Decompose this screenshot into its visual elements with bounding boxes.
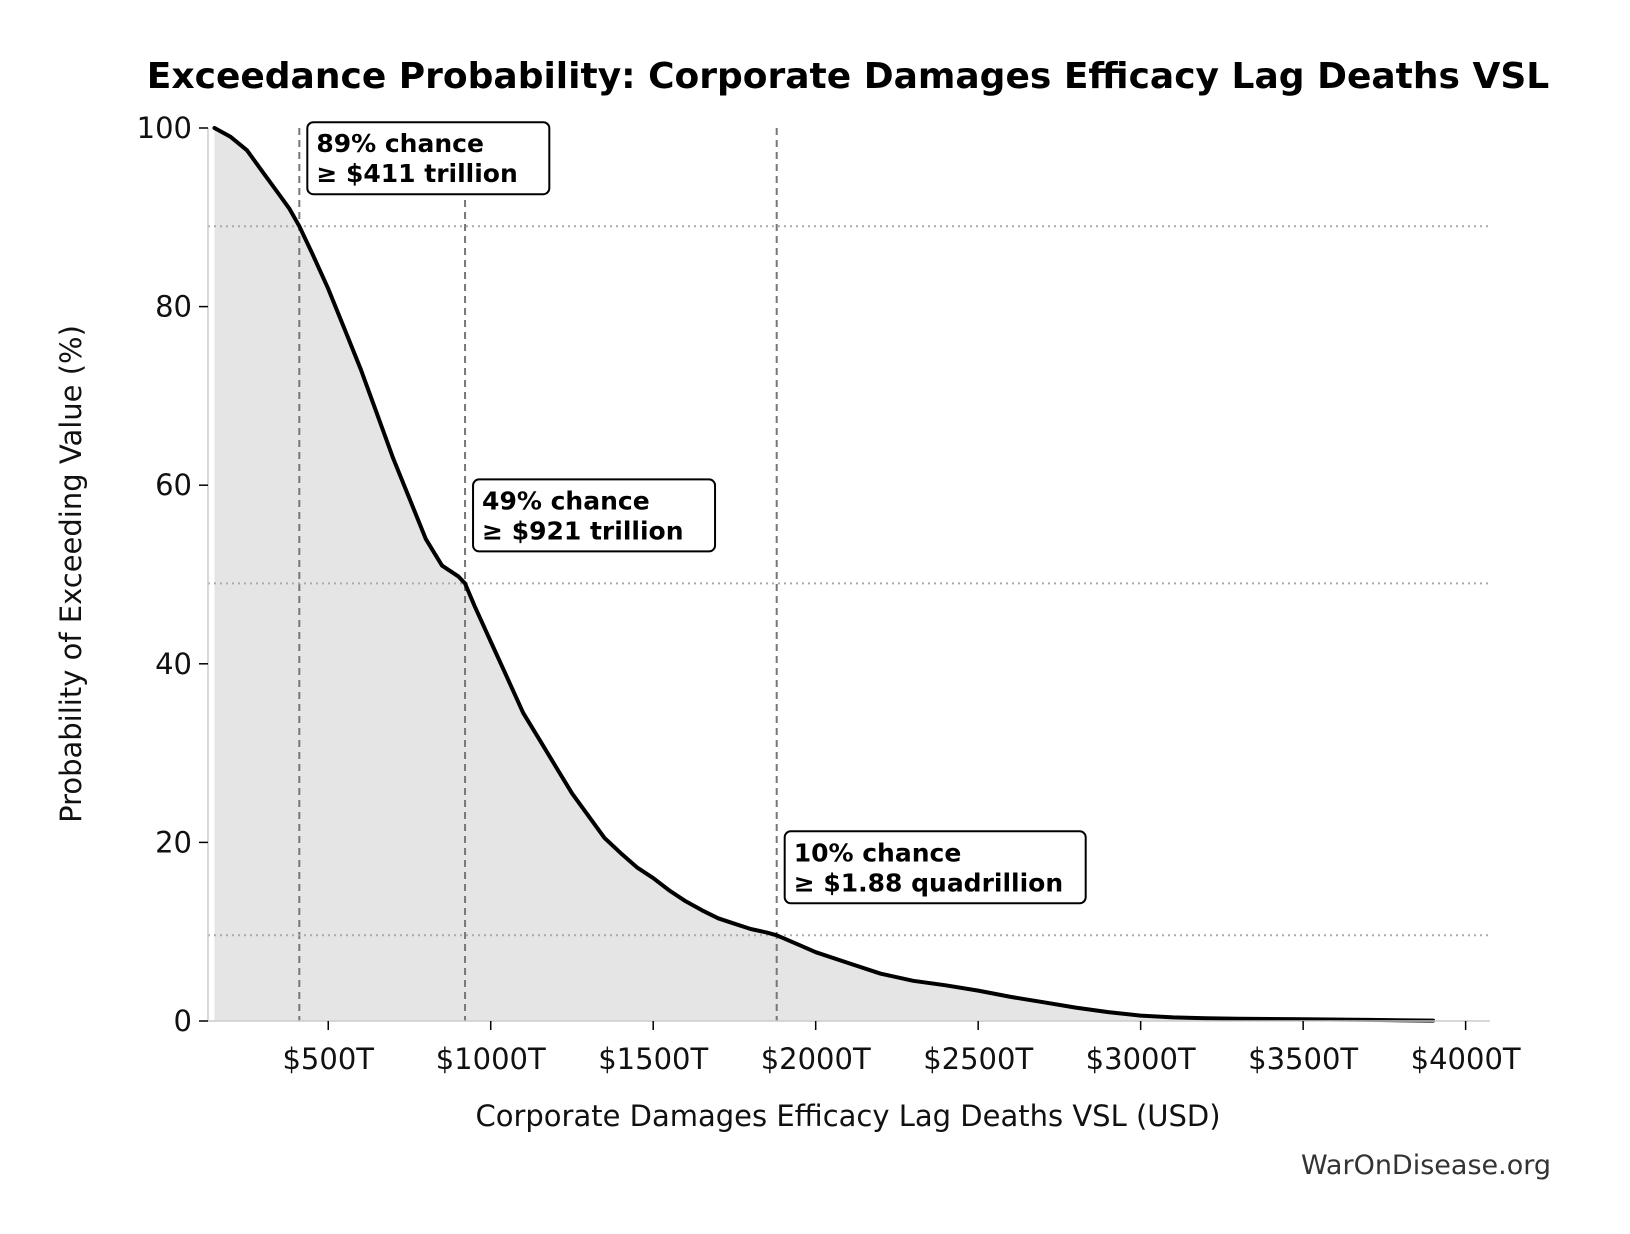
y-tick-label: 20 [155,825,192,859]
annotation-text-1: 89% chance [316,129,484,158]
watermark: WarOnDisease.org [1301,1150,1551,1181]
annotation-text-3: ≥ $1.88 quadrillion [794,868,1063,897]
plot-area: 0 20 40 60 80 100 $500T $1000T $1500T $2000T $2500… [137,111,1521,1076]
y-tick-label: 0 [174,1004,192,1038]
area-fill [214,128,1434,1021]
annotation-text-1: ≥ $411 trillion [316,159,517,188]
x-tick-label: $1500T [598,1042,708,1076]
x-tick-label: $2500T [923,1042,1033,1076]
y-tick-label: 60 [155,468,192,502]
x-axis-label: Corporate Damages Efficacy Lag Deaths VS… [475,1099,1220,1133]
x-tick-label: $3000T [1086,1042,1196,1076]
annotation-box-2 [472,478,717,553]
x-tick-label: $3500T [1248,1042,1358,1076]
x-tick-label: $500T [282,1042,374,1076]
annotation-text-3: 10% chance [794,838,962,867]
annotation-box-3 [783,830,1087,905]
x-tick-label: $2000T [761,1042,871,1076]
annotation-box-1 [306,121,551,196]
y-tick-label: 100 [137,111,192,145]
annotation-text-2: 49% chance [482,486,650,515]
x-tick-label: $4000T [1411,1042,1521,1076]
y-tick-label: 40 [155,647,192,681]
chart-title: Exceedance Probability: Corporate Damage… [147,56,1549,97]
y-axis-label: Probability of Exceeding Value (%) [54,325,88,823]
x-tick-label: $1000T [436,1042,546,1076]
y-tick-label: 80 [155,290,192,324]
exceedance-curve [212,126,1436,1023]
annotation-text-2: ≥ $921 trillion [482,516,683,545]
